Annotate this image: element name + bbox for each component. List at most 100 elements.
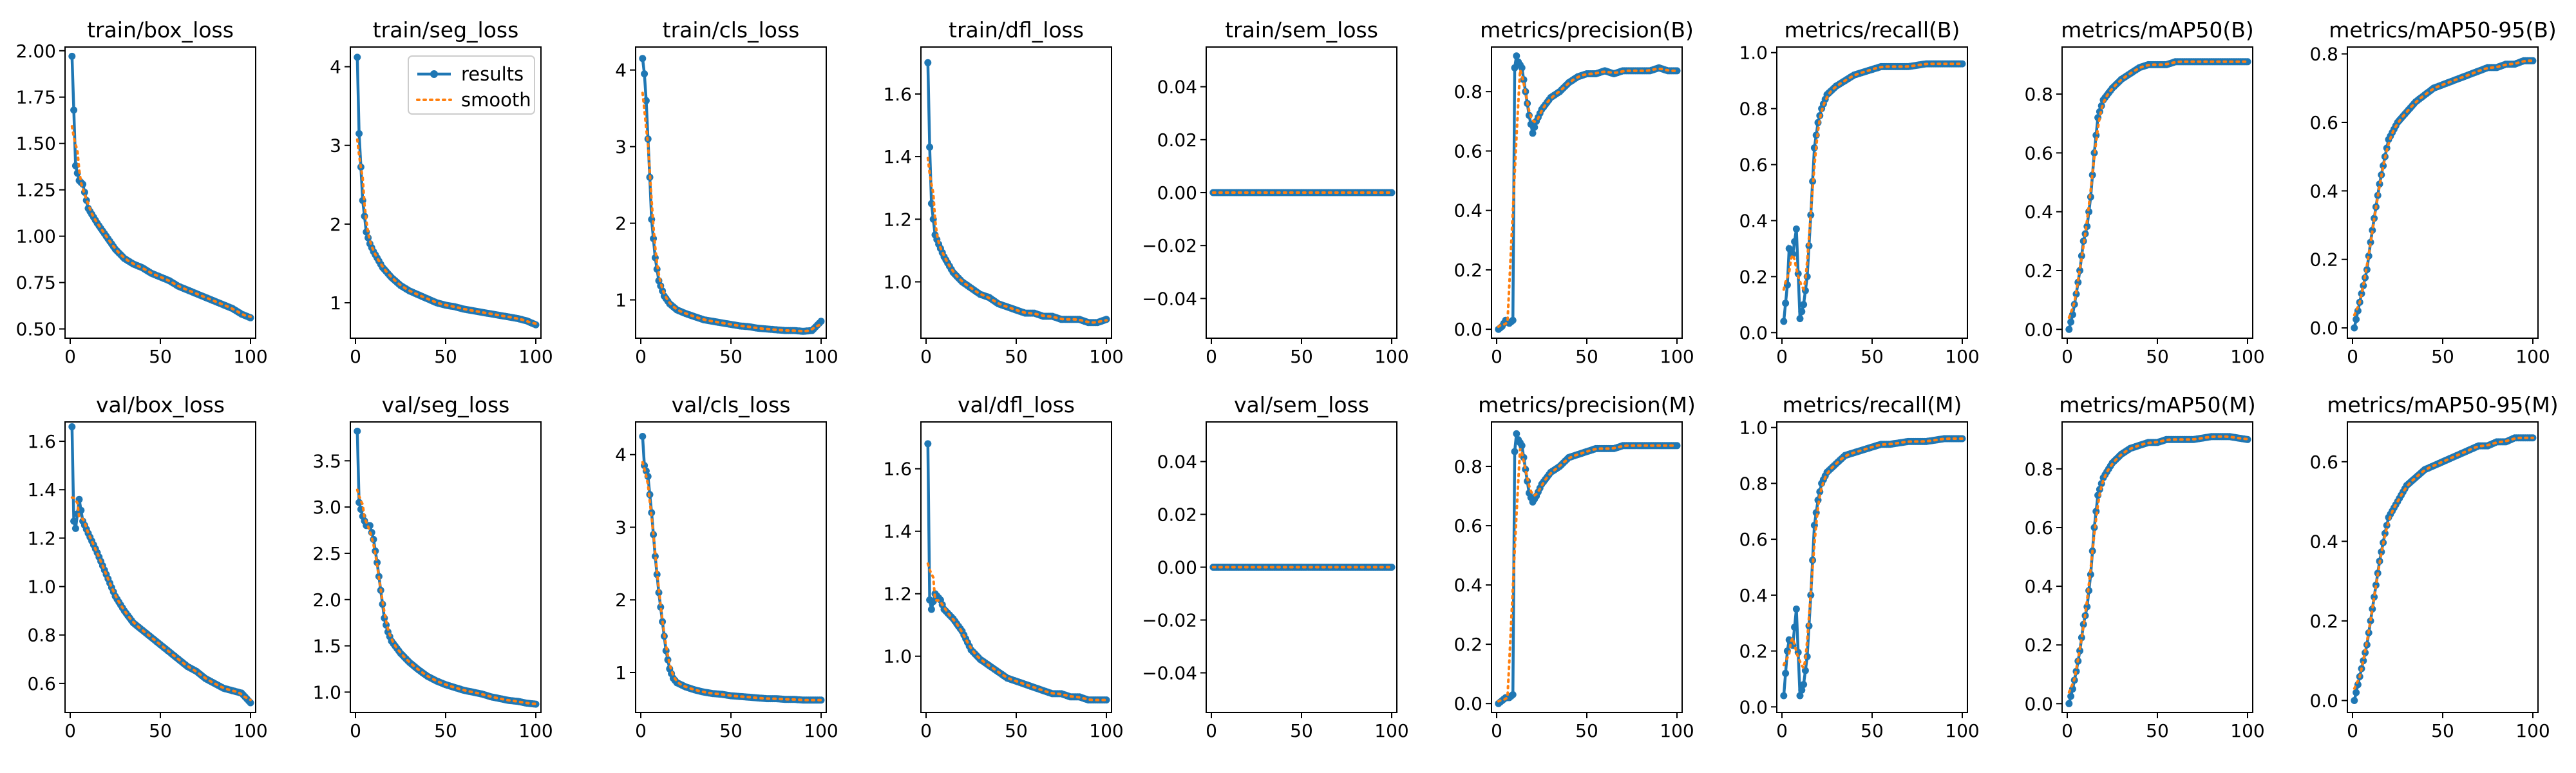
x-tick-label: 0 — [635, 720, 647, 741]
results-data-point — [1958, 60, 1966, 68]
subplot-title: metrics/mAP50-95(B) — [2329, 17, 2556, 43]
y-tick-label: 1.00 — [16, 226, 56, 247]
y-tick-label: 0.4 — [2024, 576, 2053, 597]
results-data-point — [1522, 466, 1530, 473]
y-tick-label: 4 — [330, 57, 341, 78]
x-tick-label: 100 — [518, 346, 553, 367]
subplot-title: val/box_loss — [96, 392, 225, 417]
x-tick-label: 100 — [804, 720, 838, 741]
subplot-title: val/dfl_loss — [958, 392, 1075, 417]
y-tick-label: 4 — [615, 444, 627, 466]
x-tick-label: 50 — [149, 720, 172, 741]
legend-results-label: results — [461, 63, 524, 85]
y-tick-label: 1.2 — [883, 209, 912, 230]
results-data-point — [657, 604, 665, 611]
smooth-series-line — [2067, 435, 2249, 694]
y-tick-label: 0.8 — [2024, 84, 2053, 105]
results-data-point — [1780, 318, 1788, 325]
results-series-line — [1782, 62, 1962, 322]
results-data-point — [1792, 606, 1800, 613]
y-tick-label: 0.2 — [1454, 260, 1482, 281]
x-tick-label: 50 — [1005, 346, 1028, 367]
results-data-point — [2358, 290, 2365, 298]
y-tick-label: 1.0 — [27, 577, 56, 598]
x-tick-label: 0 — [2347, 346, 2358, 367]
y-tick-label: −0.04 — [1142, 663, 1197, 684]
smooth-series-line — [2353, 59, 2534, 317]
plot-frame — [64, 46, 256, 339]
results-data-point — [68, 423, 76, 430]
results-data-point — [653, 571, 661, 578]
subplot-title: train/dfl_loss — [949, 17, 1084, 43]
subplot-metrics-precision-b-: metrics/precision(B) 0 50 100 0.0 0.2 0.4 0.6 0.… — [1454, 17, 1694, 367]
results-data-point — [1782, 300, 1790, 307]
results-series-line — [926, 443, 1106, 701]
y-tick-label: 0.2 — [2309, 611, 2338, 632]
y-tick-label: 0.8 — [2309, 44, 2338, 65]
results-data-point — [1791, 238, 1799, 245]
subplot-train-sem-loss: train/sem_loss 0 50 100 −0.04 −0.02 0.00 0.02 0.… — [1142, 17, 1409, 367]
y-tick-label: 3 — [615, 517, 627, 538]
results-data-point — [1801, 667, 1809, 674]
results-data-point — [1796, 315, 1804, 323]
results-data-point — [639, 433, 647, 440]
y-tick-label: 0.8 — [1739, 99, 1768, 120]
subplot-metrics-recall-m-: metrics/recall(M) 0 50 100 0.0 0.2 0.4 0.6 0.8 1.… — [1739, 392, 1979, 741]
x-tick-label: 0 — [2347, 720, 2358, 741]
results-data-point — [2360, 282, 2367, 289]
y-tick-label: −0.02 — [1142, 235, 1197, 256]
results-series-line — [2067, 60, 2248, 330]
results-data-point — [247, 699, 254, 707]
x-tick-label: 100 — [233, 346, 267, 367]
x-tick-label: 100 — [1660, 720, 1694, 741]
x-tick-label: 100 — [2230, 720, 2264, 741]
x-tick-label: 100 — [804, 346, 838, 367]
results-data-point — [355, 499, 363, 506]
x-tick-label: 0 — [1206, 720, 1217, 741]
x-tick-label: 50 — [1861, 346, 1884, 367]
y-tick-label: 0.75 — [16, 272, 56, 294]
y-tick-label: 0.6 — [2024, 142, 2053, 164]
subplot-title: metrics/recall(M) — [1783, 392, 1962, 417]
y-tick-label: 3 — [615, 137, 627, 158]
subplot-val-sem-loss: val/sem_loss 0 50 100 −0.04 −0.02 0.00 0.02 0.04 — [1142, 392, 1409, 741]
subplot-val-cls-loss: val/cls_loss 0 50 100 1 2 3 4 — [615, 392, 838, 741]
results-data-point — [354, 53, 361, 61]
y-tick-label: 0.8 — [1454, 456, 1482, 477]
results-data-point — [70, 106, 78, 114]
y-tick-label: −0.04 — [1142, 288, 1197, 309]
y-tick-label: 2 — [615, 589, 627, 611]
y-tick-label: 3.5 — [312, 450, 341, 472]
subplot-val-box-loss: val/box_loss 0 50 100 0.6 0.8 1.0 1.2 1.4 1.6 — [27, 392, 267, 741]
x-tick-label: 100 — [2515, 346, 2550, 367]
y-tick-label: 1.6 — [883, 459, 912, 480]
y-tick-label: 0.4 — [1739, 210, 1768, 231]
results-data-point — [1388, 189, 1396, 196]
y-tick-label: 0.4 — [2309, 180, 2338, 202]
x-tick-label: 50 — [1005, 720, 1028, 741]
legend-results-marker — [430, 70, 438, 78]
subplot-metrics-map50-95-m-: metrics/mAP50-95(M) 0 50 100 0.0 0.2 0.4 0.6 — [2309, 392, 2558, 741]
y-tick-label: 0.00 — [1157, 557, 1197, 578]
x-tick-label: 50 — [149, 346, 172, 367]
subplot-title: val/seg_loss — [382, 392, 510, 417]
results-data-point — [1796, 692, 1804, 700]
results-data-point — [927, 606, 935, 613]
results-data-point — [1792, 225, 1800, 233]
subplot-title: val/cls_loss — [672, 392, 791, 417]
results-data-point — [1103, 696, 1110, 704]
x-tick-label: 50 — [719, 720, 743, 741]
subplot-title: metrics/mAP50(M) — [2059, 392, 2255, 417]
results-data-point — [1780, 692, 1788, 700]
y-tick-label: 0.04 — [1157, 77, 1197, 98]
x-tick-label: 100 — [1945, 720, 1979, 741]
results-series-line — [2067, 435, 2248, 704]
results-data-point — [2369, 605, 2376, 613]
x-tick-label: 50 — [1575, 720, 1598, 741]
y-tick-label: 0.8 — [2024, 459, 2053, 480]
x-tick-label: 100 — [1089, 346, 1123, 367]
x-tick-label: 0 — [64, 720, 76, 741]
x-tick-label: 100 — [2515, 720, 2550, 741]
smooth-series-line — [355, 138, 537, 325]
x-tick-label: 50 — [2431, 720, 2454, 741]
